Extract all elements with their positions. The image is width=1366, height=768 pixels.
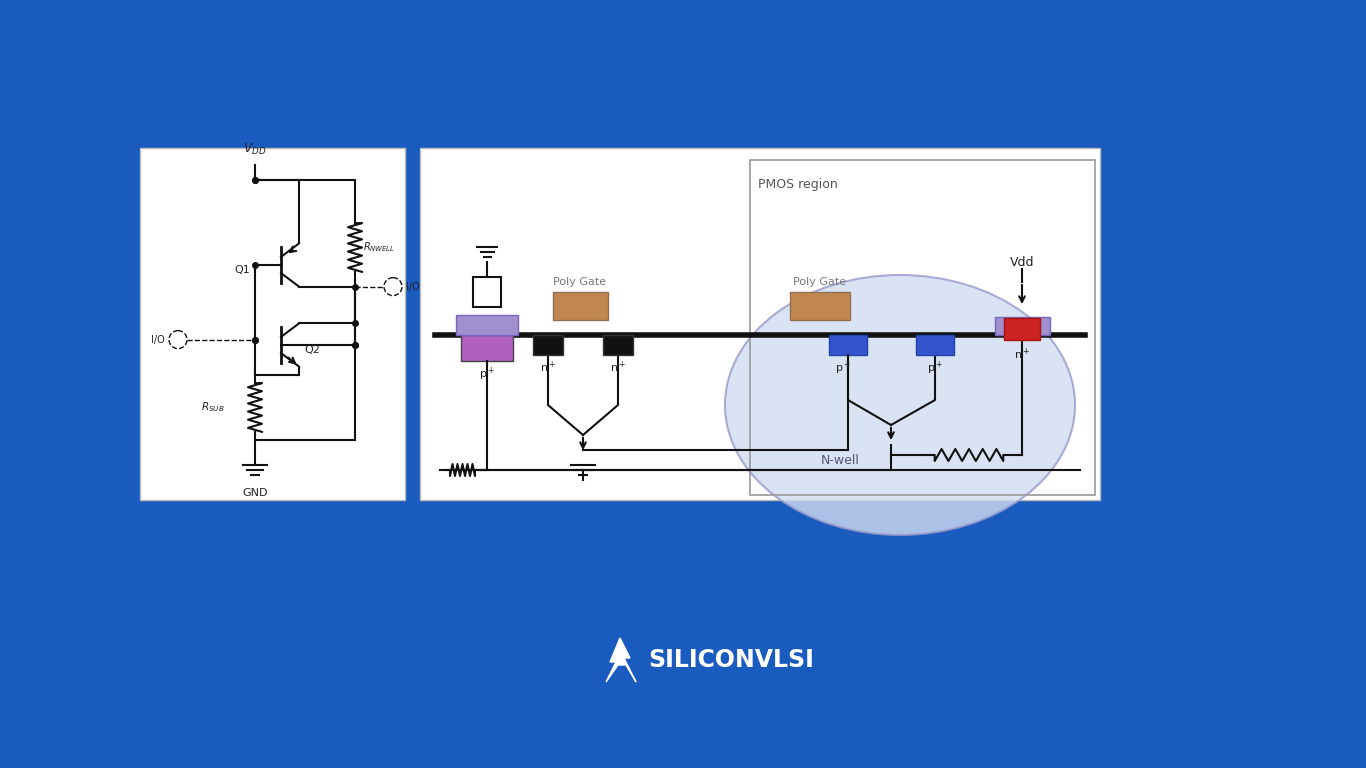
Text: p$^+$: p$^+$ xyxy=(835,360,851,377)
Text: PMOS region: PMOS region xyxy=(758,178,837,191)
Text: GND: GND xyxy=(242,488,268,498)
Bar xyxy=(994,317,1050,335)
Text: I/O: I/O xyxy=(406,282,419,292)
Bar xyxy=(1004,318,1040,340)
Bar xyxy=(829,335,867,355)
Bar xyxy=(473,277,501,307)
Text: $R_{SUB}$: $R_{SUB}$ xyxy=(201,401,225,415)
Polygon shape xyxy=(607,638,637,682)
Text: Poly Gate: Poly Gate xyxy=(553,277,607,287)
Bar xyxy=(790,292,850,320)
Text: p$^+$: p$^+$ xyxy=(479,366,494,383)
Bar xyxy=(917,335,953,355)
Bar xyxy=(139,148,404,500)
Text: n$^+$: n$^+$ xyxy=(609,360,626,376)
Bar xyxy=(419,148,1100,500)
Text: SILICONVLSI: SILICONVLSI xyxy=(647,648,814,672)
Bar xyxy=(750,160,1096,495)
Bar xyxy=(602,335,632,355)
Text: $V_{DD}$: $V_{DD}$ xyxy=(243,142,266,157)
Text: Q2: Q2 xyxy=(305,345,320,355)
Text: I/O: I/O xyxy=(152,335,165,345)
Bar xyxy=(456,315,518,335)
Text: n$^+$: n$^+$ xyxy=(1014,347,1030,362)
Text: Q1: Q1 xyxy=(234,265,250,275)
Bar xyxy=(553,292,608,320)
Ellipse shape xyxy=(725,275,1075,535)
Text: Vdd: Vdd xyxy=(1009,256,1034,269)
Text: N-well: N-well xyxy=(821,453,859,466)
Text: n$^+$: n$^+$ xyxy=(540,360,556,376)
Text: p$^+$: p$^+$ xyxy=(928,360,943,377)
Bar xyxy=(533,335,563,355)
Bar xyxy=(460,335,514,361)
Text: $R_{NWELL}$: $R_{NWELL}$ xyxy=(363,240,395,254)
Text: Poly Gate: Poly Gate xyxy=(794,277,847,287)
